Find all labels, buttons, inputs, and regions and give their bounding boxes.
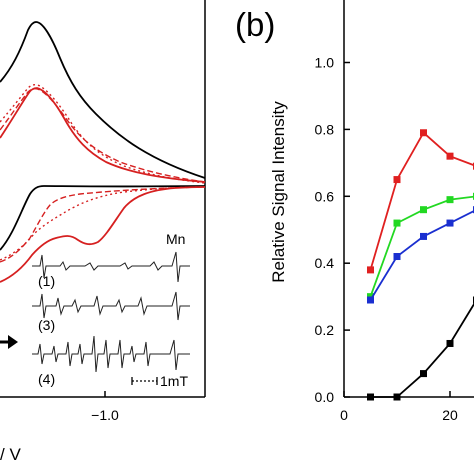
panel-b-label: (b) (235, 6, 275, 43)
data-point (393, 176, 401, 184)
data-point (420, 370, 427, 378)
panel-b-y-tick-label: 0.6 (315, 188, 335, 204)
data-point (446, 339, 454, 347)
series-line (369, 131, 474, 271)
arrow-icon (8, 335, 18, 349)
data-point (420, 129, 427, 137)
series-3 (367, 206, 474, 304)
panel-b: 0.0 0.2 0.4 0.6 0.8 1.0 0 20 Relative Signal I… (269, 0, 474, 423)
panel-b-x-ticks: 0 20 (340, 391, 458, 423)
panel-a-trace-red-lower-solid (0, 186, 206, 283)
data-point (367, 266, 374, 274)
panel-b-y-ticks: 0.0 0.2 0.4 0.6 0.8 1.0 (315, 55, 350, 405)
panel-a-trace-red-upper-dotted (0, 83, 206, 184)
panel-a-trace-black-upper (0, 21, 206, 179)
panel-b-series (367, 129, 474, 401)
panel-a-trace-red-lower-dashed (0, 186, 206, 263)
scale-bar-label: 1mT (160, 373, 188, 389)
data-point (393, 219, 401, 227)
data-point (420, 206, 427, 214)
panel-b-y-tick-label: 0.2 (315, 322, 335, 338)
data-point (367, 296, 374, 304)
data-point (446, 152, 454, 160)
series-line (370, 302, 474, 398)
epr-spectrum-3 (32, 291, 190, 321)
spectrum-label-4: (4) (38, 371, 55, 387)
data-point (446, 196, 454, 204)
panel-a-trace-red-lower-dotted (0, 186, 206, 261)
panel-b-y-tick-label: 0.0 (315, 389, 335, 405)
series-4 (367, 296, 474, 401)
series-2 (367, 192, 474, 301)
panel-a-trace-red-upper-solid (0, 87, 206, 183)
panel-b-y-tick-label: 0.4 (315, 255, 335, 271)
data-point (393, 393, 401, 401)
spectrum-label-3: (3) (38, 317, 55, 333)
panel-a-x-axis-label: / V (0, 445, 21, 464)
panel-b-x-tick-label: 0 (340, 407, 348, 423)
panel-a-trace-red-upper-dashed (0, 87, 206, 183)
epr-spectrum-1 (32, 251, 190, 283)
panel-b-y-axis-label: Relative Signal Intensity (269, 101, 288, 283)
panel-b-y-tick-label: 0.8 (315, 121, 335, 137)
data-point (446, 219, 454, 227)
epr-spectrum-4 (32, 335, 190, 373)
panel-b-x-tick-label: 20 (442, 407, 458, 423)
element-label-mn: Mn (166, 231, 185, 247)
panel-a-x-tick-label: −1.0 (91, 407, 119, 423)
panel-a: −1.0 / V (1) (3) (4) Mn 1mT (0, 0, 206, 464)
series-1 (367, 129, 474, 274)
panel-a-trace-black-lower (0, 185, 206, 251)
data-point (393, 253, 401, 261)
panel-b-y-tick-label: 1.0 (315, 55, 335, 71)
data-point (367, 393, 374, 401)
data-point (420, 232, 427, 240)
spectrum-label-1: (1) (38, 273, 55, 289)
